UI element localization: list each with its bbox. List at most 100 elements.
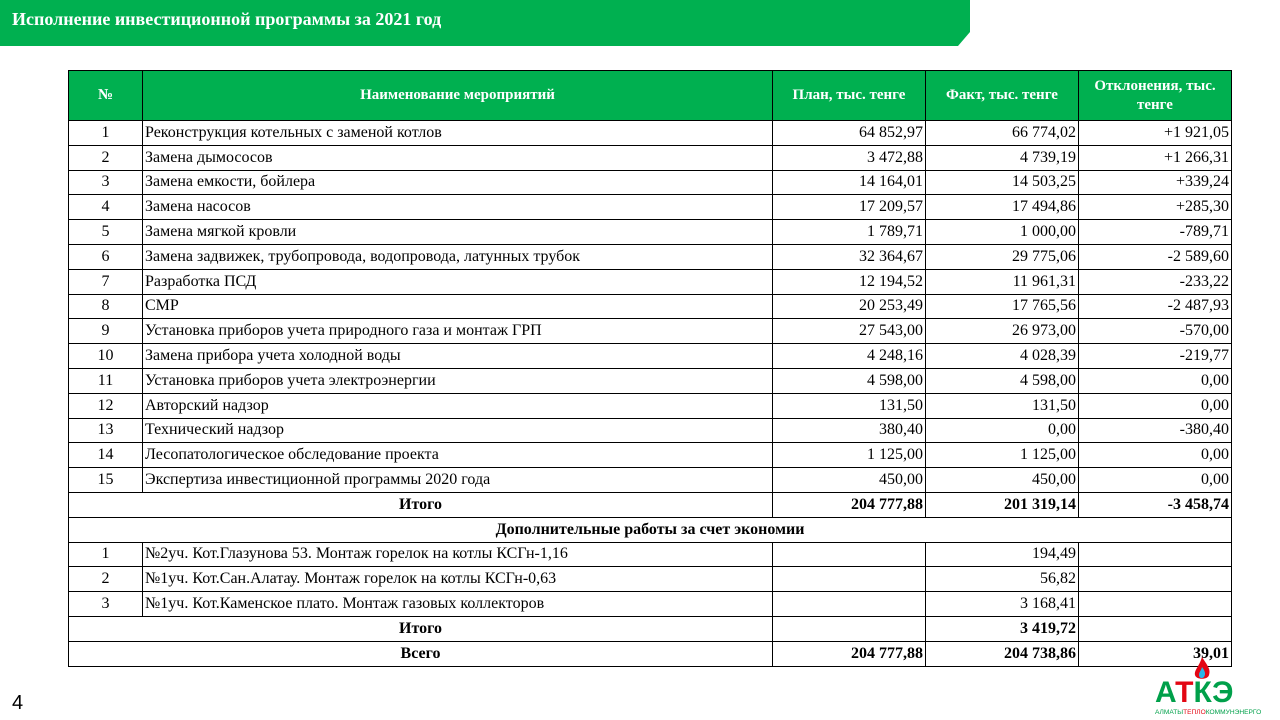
cell-fact: 201 319,14 xyxy=(925,491,1079,518)
cell-fact: 204 738,86 xyxy=(925,640,1079,667)
table-row: 11 Установка приборов учета электроэнерги… xyxy=(68,367,1232,394)
table-row: 2 №1уч. Кот.Сан.Алатау. Монтаж горелок на… xyxy=(68,566,1232,593)
cell-name: Замена дымососов xyxy=(142,144,773,171)
table-row: 14 Лесопатологическое обследование проект… xyxy=(68,442,1232,469)
title-banner: Исполнение инвестиционной программы за 2… xyxy=(0,0,970,46)
total-label: Всего xyxy=(68,640,773,667)
cell-fact: 3 168,41 xyxy=(925,591,1079,617)
cell-deviation: -2 487,93 xyxy=(1078,293,1232,320)
cell-plan: 450,00 xyxy=(772,467,926,493)
cell-deviation xyxy=(1078,615,1232,642)
cell-plan: 20 253,49 xyxy=(772,293,926,320)
cell-number: 1 xyxy=(68,541,143,568)
cell-deviation xyxy=(1078,541,1232,568)
cell-name: Замена мягкой кровли xyxy=(142,219,773,245)
cell-deviation: -233,22 xyxy=(1078,268,1232,295)
cell-name: №1уч. Кот.Сан.Алатау. Монтаж горелок на … xyxy=(142,566,773,593)
cell-name: Замена емкости, бойлера xyxy=(142,169,773,196)
atke-logo: АТКЭ АЛМАТЫТЕПЛОКОММУНЭНЕРГО xyxy=(1155,657,1261,716)
svg-text:АТКЭ: АТКЭ xyxy=(1155,676,1234,709)
cell-name: Экспертиза инвестиционной программы 2020… xyxy=(142,467,773,493)
cell-plan: 64 852,97 xyxy=(772,120,926,146)
cell-number: 5 xyxy=(68,219,143,245)
header-row: № Наименование мероприятий План, тыс. те… xyxy=(68,70,1232,121)
table-row: 2 Замена дымососов 3 472,88 4 739,19 +1 266,… xyxy=(68,144,1232,171)
cell-name: №2уч. Кот.Глазунова 53. Монтаж горелок н… xyxy=(142,541,773,568)
cell-plan: 27 543,00 xyxy=(772,318,926,345)
table-row: 3 №1уч. Кот.Каменское плато. Монтаж газов… xyxy=(68,591,1232,617)
cell-deviation: +339,24 xyxy=(1078,169,1232,196)
cell-plan: 204 777,88 xyxy=(772,491,926,518)
cell-fact: 11 961,31 xyxy=(925,268,1079,295)
cell-deviation: +1 921,05 xyxy=(1078,120,1232,146)
cell-plan: 4 248,16 xyxy=(772,343,926,369)
cell-plan: 32 364,67 xyxy=(772,243,926,270)
cell-number: 9 xyxy=(68,318,143,345)
cell-fact: 4 598,00 xyxy=(925,367,1079,394)
cell-number: 6 xyxy=(68,243,143,270)
cell-deviation: +1 266,31 xyxy=(1078,144,1232,171)
cell-fact: 4 739,19 xyxy=(925,144,1079,171)
col-number: № xyxy=(68,70,143,121)
cell-plan xyxy=(772,615,926,642)
subtotal-row: Итого 3 419,72 xyxy=(68,615,1232,642)
cell-name: №1уч. Кот.Каменское плато. Монтаж газовы… xyxy=(142,591,773,617)
cell-number: 11 xyxy=(68,367,143,394)
total-label: Итого xyxy=(68,615,773,642)
cell-fact: 450,00 xyxy=(925,467,1079,493)
cell-number: 2 xyxy=(68,144,143,171)
cell-plan: 17 209,57 xyxy=(772,194,926,221)
cell-name: Установка приборов учета электроэнергии xyxy=(142,367,773,394)
cell-fact: 1 000,00 xyxy=(925,219,1079,245)
col-name: Наименование мероприятий xyxy=(142,70,773,121)
cell-number: 7 xyxy=(68,268,143,295)
cell-plan: 3 472,88 xyxy=(772,144,926,171)
cell-name: Лесопатологическое обследование проекта xyxy=(142,442,773,469)
cell-deviation xyxy=(1078,566,1232,593)
cell-name: Установка приборов учета природного газа… xyxy=(142,318,773,345)
cell-fact: 17 494,86 xyxy=(925,194,1079,221)
table-row: 9 Установка приборов учета природного газ… xyxy=(68,318,1232,345)
cell-name: Технический надзор xyxy=(142,417,773,444)
table-row: 15 Экспертиза инвестиционной программы 20… xyxy=(68,467,1232,493)
cell-fact: 29 775,06 xyxy=(925,243,1079,270)
col-plan: План, тыс. тенге xyxy=(772,70,926,121)
cell-name: Разработка ПСД xyxy=(142,268,773,295)
investment-table: № Наименование мероприятий План, тыс. те… xyxy=(68,70,1232,667)
section-row: Дополнительные работы за счет экономии xyxy=(68,516,1232,543)
cell-deviation: 0,00 xyxy=(1078,392,1232,419)
cell-name: Замена прибора учета холодной воды xyxy=(142,343,773,369)
cell-fact: 4 028,39 xyxy=(925,343,1079,369)
cell-fact: 14 503,25 xyxy=(925,169,1079,196)
cell-plan: 4 598,00 xyxy=(772,367,926,394)
cell-number: 15 xyxy=(68,467,143,493)
svg-text:АЛМАТЫТЕПЛОКОММУНЭНЕРГО: АЛМАТЫТЕПЛОКОММУНЭНЕРГО xyxy=(1155,709,1261,716)
page-number: 4 xyxy=(12,692,24,714)
col-deviation: Отклонения, тыс. тенге xyxy=(1078,70,1232,121)
cell-number: 2 xyxy=(68,566,143,593)
col-fact: Факт, тыс. тенге xyxy=(925,70,1079,121)
cell-deviation: -789,71 xyxy=(1078,219,1232,245)
cell-deviation: -3 458,74 xyxy=(1078,491,1232,518)
table-row: 13 Технический надзор 380,40 0,00 -380,40 xyxy=(68,417,1232,444)
cell-plan xyxy=(772,541,926,568)
cell-plan: 204 777,88 xyxy=(772,640,926,667)
total-label: Итого xyxy=(68,491,773,518)
cell-fact: 0,00 xyxy=(925,417,1079,444)
cell-deviation: 0,00 xyxy=(1078,367,1232,394)
cell-fact: 1 125,00 xyxy=(925,442,1079,469)
cell-number: 13 xyxy=(68,417,143,444)
table-row: 6 Замена задвижек, трубопровода, водопров… xyxy=(68,243,1232,270)
cell-deviation: -219,77 xyxy=(1078,343,1232,369)
cell-plan xyxy=(772,591,926,617)
cell-deviation: -2 589,60 xyxy=(1078,243,1232,270)
cell-number: 1 xyxy=(68,120,143,146)
cell-plan: 1 125,00 xyxy=(772,442,926,469)
cell-name: СМР xyxy=(142,293,773,320)
cell-fact: 3 419,72 xyxy=(925,615,1079,642)
cell-deviation: 0,00 xyxy=(1078,442,1232,469)
section-header: Дополнительные работы за счет экономии xyxy=(68,516,1232,543)
cell-plan: 14 164,01 xyxy=(772,169,926,196)
cell-plan: 1 789,71 xyxy=(772,219,926,245)
cell-number: 14 xyxy=(68,442,143,469)
